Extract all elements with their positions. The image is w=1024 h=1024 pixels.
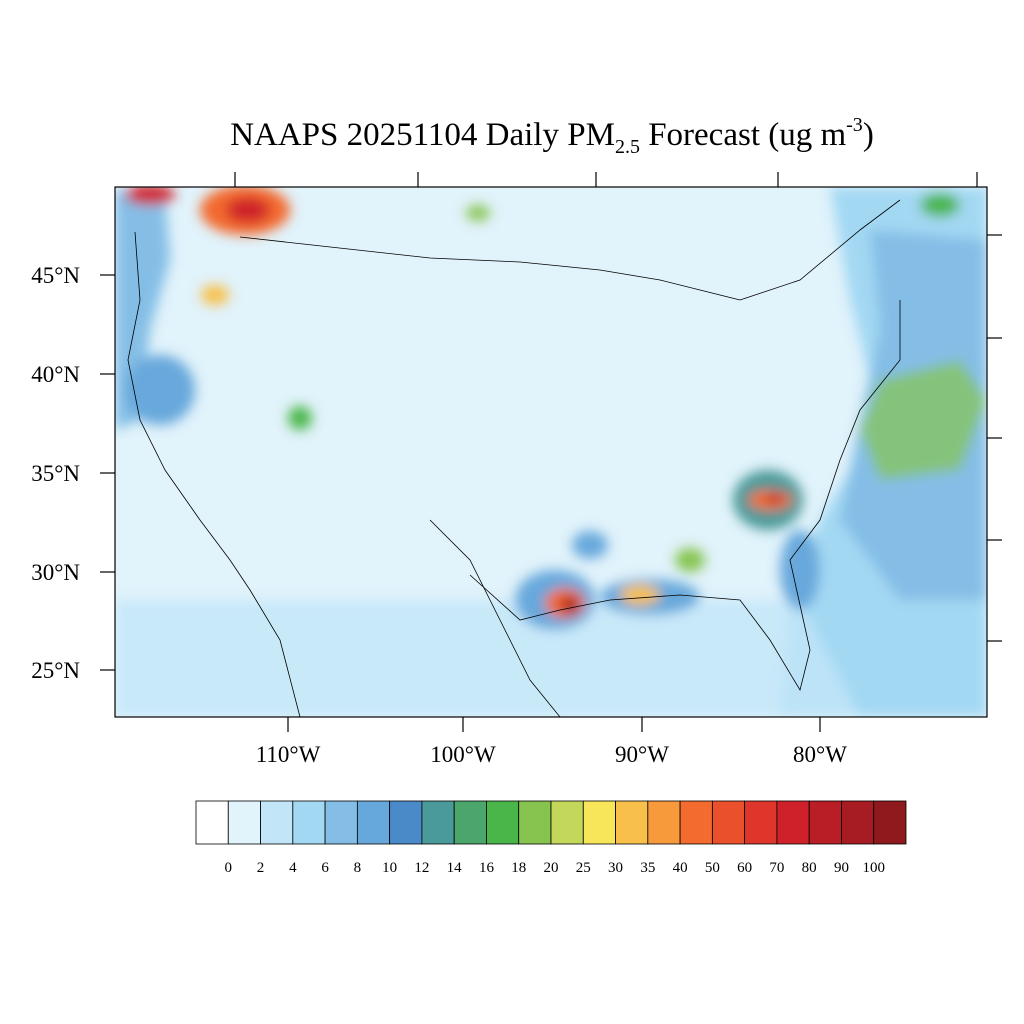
colorbar-box (195, 800, 229, 845)
longitude-label: 90°W (615, 742, 669, 767)
colorbar-box (356, 800, 391, 845)
colorbar-label: 0 (225, 860, 233, 876)
colorbar-label: 100 (862, 860, 885, 876)
colorbar-box (647, 800, 681, 845)
colorbar-label: 14 (447, 860, 463, 876)
colorbar-label: 25 (576, 860, 591, 876)
colorbar-label: 8 (354, 860, 362, 876)
title-superscript: -3 (846, 114, 863, 136)
colorbar-box (776, 800, 810, 845)
title-middle: Forecast (ug m (640, 117, 847, 153)
latitude-label: 40°N (31, 362, 80, 387)
title: NAAPS 20251104 Daily PM2.5 Forecast (ug … (230, 114, 874, 158)
colorbar-box (453, 800, 487, 845)
colorbar-box (615, 800, 649, 845)
colorbar-label: 6 (321, 860, 329, 876)
colorbar-label: 90 (834, 860, 849, 876)
colorbar-box (841, 800, 875, 845)
colorbar-box (744, 800, 778, 845)
colorbar-box (808, 800, 842, 845)
colorbar-box (679, 800, 713, 845)
colorbar-label: 50 (705, 860, 720, 876)
colorbar-box (486, 800, 520, 845)
colorbar-label: 70 (769, 860, 784, 876)
map-field (115, 187, 987, 717)
colorbar-label: 18 (511, 860, 526, 876)
title-end: ) (863, 117, 874, 153)
colorbar-box (324, 800, 358, 845)
colorbar-label: 10 (382, 860, 397, 876)
colorbar-label: 40 (673, 860, 688, 876)
colorbar-box (711, 800, 746, 845)
colorbar-label: 4 (289, 860, 297, 876)
latitude-label: 30°N (31, 560, 80, 585)
colorbar-label: 2 (257, 860, 265, 876)
colorbar-box (873, 800, 907, 845)
title-main: NAAPS 20251104 Daily PM (230, 117, 615, 153)
colorbar-box (292, 800, 326, 845)
colorbar-box (518, 800, 552, 845)
colorbar-box (421, 800, 455, 845)
longitude-label: 100°W (430, 742, 496, 767)
colorbar-label: 35 (640, 860, 655, 876)
colorbar: 0 2 4 6 8 10 12 14 16 18 20 25 30 35 40 50 60 70 80 90 100 (195, 800, 907, 876)
colorbar-label: 80 (802, 860, 817, 876)
longitude-label: 80°W (793, 742, 847, 767)
latitude-label: 45°N (31, 263, 80, 288)
colorbar-box (550, 800, 584, 845)
colorbar-label: 30 (608, 860, 623, 876)
title-subscript: 2.5 (615, 136, 640, 158)
longitude-label: 110°W (256, 742, 321, 767)
map-frame (114, 186, 988, 718)
colorbar-box (260, 800, 294, 845)
colorbar-box (227, 800, 261, 845)
latitude-label: 35°N (31, 461, 80, 486)
colorbar-box (582, 800, 616, 845)
colorbar-label: 60 (737, 860, 752, 876)
latitude-label: 25°N (31, 658, 80, 683)
colorbar-label: 16 (479, 860, 495, 876)
colorbar-label: 20 (544, 860, 559, 876)
colorbar-box (389, 800, 423, 845)
colorbar-label: 12 (414, 860, 429, 876)
frame-ticks (100, 172, 1002, 732)
